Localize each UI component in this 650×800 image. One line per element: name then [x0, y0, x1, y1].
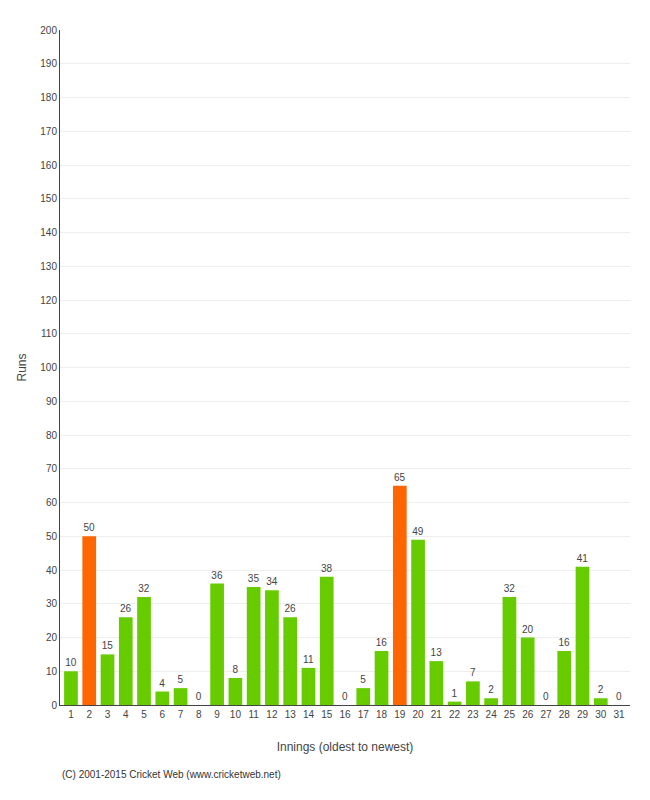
svg-text:0: 0	[342, 691, 348, 702]
svg-text:100: 100	[40, 362, 57, 373]
svg-text:2: 2	[488, 684, 494, 695]
svg-text:20: 20	[413, 709, 425, 720]
svg-text:10: 10	[230, 709, 242, 720]
svg-text:26: 26	[284, 603, 296, 614]
svg-text:5: 5	[178, 674, 184, 685]
svg-text:30: 30	[46, 598, 58, 609]
svg-text:170: 170	[40, 126, 57, 137]
svg-text:Innings (oldest to newest): Innings (oldest to newest)	[277, 740, 414, 754]
svg-text:30: 30	[595, 709, 607, 720]
svg-text:0: 0	[196, 691, 202, 702]
svg-text:14: 14	[303, 709, 315, 720]
svg-text:Runs: Runs	[15, 353, 29, 381]
svg-text:60: 60	[46, 497, 58, 508]
svg-text:40: 40	[46, 565, 58, 576]
svg-text:70: 70	[46, 463, 58, 474]
svg-text:16: 16	[376, 637, 388, 648]
svg-text:65: 65	[394, 472, 406, 483]
svg-text:0: 0	[51, 700, 57, 711]
svg-text:2: 2	[598, 684, 604, 695]
svg-text:7: 7	[178, 709, 184, 720]
svg-text:20: 20	[46, 632, 58, 643]
svg-text:35: 35	[248, 573, 260, 584]
svg-text:(C) 2001-2015 Cricket Web (www: (C) 2001-2015 Cricket Web (www.cricketwe…	[62, 769, 281, 780]
svg-text:15: 15	[102, 640, 114, 651]
svg-text:80: 80	[46, 430, 58, 441]
svg-text:130: 130	[40, 261, 57, 272]
svg-text:150: 150	[40, 193, 57, 204]
svg-text:10: 10	[46, 666, 58, 677]
svg-text:18: 18	[376, 709, 388, 720]
svg-text:10: 10	[65, 657, 77, 668]
svg-text:38: 38	[321, 563, 333, 574]
svg-text:19: 19	[394, 709, 406, 720]
svg-text:3: 3	[105, 709, 111, 720]
svg-text:24: 24	[486, 709, 498, 720]
svg-text:8: 8	[196, 709, 202, 720]
svg-text:5: 5	[360, 674, 366, 685]
svg-text:31: 31	[613, 709, 625, 720]
svg-text:50: 50	[46, 531, 58, 542]
svg-text:1: 1	[68, 709, 74, 720]
svg-text:22: 22	[449, 709, 461, 720]
svg-text:16: 16	[339, 709, 351, 720]
svg-text:25: 25	[504, 709, 516, 720]
svg-text:180: 180	[40, 92, 57, 103]
svg-text:90: 90	[46, 396, 58, 407]
svg-text:41: 41	[577, 553, 589, 564]
svg-text:6: 6	[160, 709, 166, 720]
svg-text:29: 29	[577, 709, 589, 720]
svg-text:0: 0	[616, 691, 622, 702]
svg-text:190: 190	[40, 58, 57, 69]
svg-text:8: 8	[232, 664, 238, 675]
svg-text:28: 28	[559, 709, 571, 720]
svg-text:34: 34	[266, 576, 278, 587]
svg-text:7: 7	[470, 667, 476, 678]
svg-text:4: 4	[123, 709, 129, 720]
svg-text:1: 1	[452, 688, 458, 699]
svg-text:49: 49	[412, 526, 424, 537]
svg-text:17: 17	[358, 709, 370, 720]
svg-text:26: 26	[522, 709, 534, 720]
svg-text:27: 27	[540, 709, 552, 720]
svg-text:32: 32	[504, 583, 516, 594]
svg-text:11: 11	[248, 709, 259, 720]
svg-text:120: 120	[40, 295, 57, 306]
svg-text:5: 5	[141, 709, 147, 720]
svg-text:36: 36	[211, 570, 223, 581]
svg-text:4: 4	[159, 678, 165, 689]
svg-text:11: 11	[303, 654, 314, 665]
svg-text:20: 20	[522, 624, 534, 635]
svg-text:0: 0	[543, 691, 549, 702]
svg-text:16: 16	[558, 637, 570, 648]
svg-text:12: 12	[266, 709, 278, 720]
svg-text:9: 9	[214, 709, 220, 720]
svg-text:140: 140	[40, 227, 57, 238]
svg-text:23: 23	[467, 709, 479, 720]
svg-text:200: 200	[40, 25, 57, 36]
svg-text:13: 13	[431, 647, 443, 658]
svg-text:15: 15	[321, 709, 333, 720]
svg-text:50: 50	[83, 522, 95, 533]
svg-text:21: 21	[431, 709, 443, 720]
svg-text:32: 32	[138, 583, 150, 594]
svg-text:2: 2	[86, 709, 92, 720]
svg-text:160: 160	[40, 160, 57, 171]
svg-text:26: 26	[120, 603, 132, 614]
svg-text:110: 110	[41, 328, 57, 339]
svg-text:13: 13	[285, 709, 297, 720]
